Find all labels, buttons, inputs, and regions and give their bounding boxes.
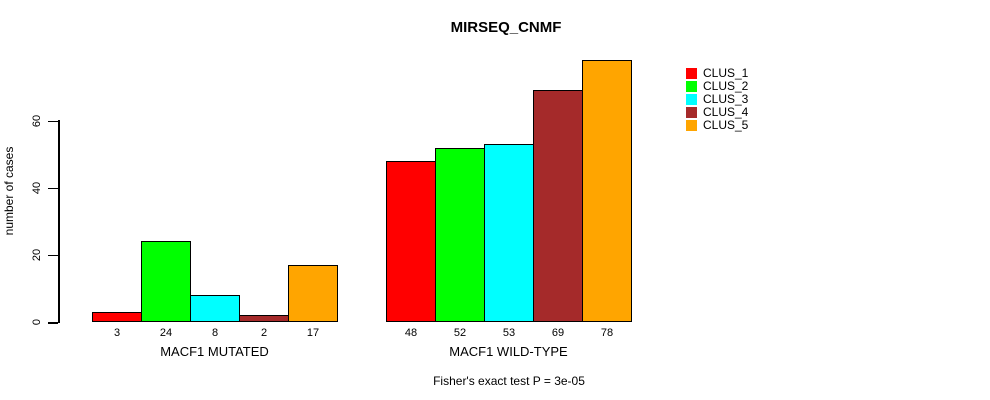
bar-value-label: 48	[404, 327, 418, 339]
bar-value-label: 17	[306, 327, 320, 339]
legend-label-clus_4: CLUS_4	[703, 105, 749, 119]
y-tick-label: 0	[31, 318, 43, 326]
x-axis-category-label: MACF1 MUTATED	[160, 344, 269, 359]
bar-clus_4-wildtype	[533, 90, 583, 322]
bar-value-label: 3	[113, 327, 121, 339]
y-tick-label: 60	[31, 114, 43, 127]
legend-swatch-clus_1	[686, 68, 697, 79]
bar-value-label: 8	[211, 327, 219, 339]
y-tick-mark	[48, 322, 58, 324]
bar-clus_1-mutated	[92, 312, 142, 322]
bar-clus_3-wildtype	[484, 144, 534, 322]
legend-swatch-clus_4	[686, 107, 697, 118]
y-tick-label: 20	[31, 248, 43, 262]
bar-clus_2-wildtype	[435, 148, 485, 322]
bar-value-label: 53	[502, 327, 516, 339]
bar-clus_4-mutated	[239, 315, 289, 322]
annotation-text: Fisher's exact test P = 3e-05	[433, 374, 585, 388]
legend-label-clus_3: CLUS_3	[703, 92, 749, 106]
bar-clus_5-mutated	[288, 265, 338, 322]
legend-label-clus_1: CLUS_1	[703, 66, 749, 80]
legend-label-clus_2: CLUS_2	[703, 79, 749, 93]
bar-clus_5-wildtype	[582, 60, 632, 322]
legend-swatch-clus_2	[686, 81, 697, 92]
y-tick-label: 40	[31, 181, 43, 194]
y-tick-mark	[48, 120, 58, 123]
bar-value-label: 52	[453, 327, 467, 339]
bar-value-label: 24	[159, 327, 173, 339]
y-tick-mark	[48, 187, 58, 190]
y-axis-label: number of cases	[2, 146, 16, 236]
bar-clus_2-mutated	[141, 241, 191, 322]
chart-title: MIRSEQ_CNMF	[450, 19, 562, 36]
bar-value-label: 69	[551, 327, 565, 339]
y-axis-line	[58, 120, 60, 323]
bar-value-label: 78	[600, 327, 614, 339]
bar-clus_1-wildtype	[386, 161, 436, 322]
legend-label-clus_5: CLUS_5	[703, 118, 749, 132]
legend-swatch-clus_5	[686, 120, 697, 131]
bar-value-label: 2	[260, 327, 268, 339]
y-tick-mark	[48, 254, 58, 257]
x-axis-category-label: MACF1 WILD-TYPE	[449, 344, 568, 359]
bar-clus_3-mutated	[190, 295, 240, 322]
legend-swatch-clus_3	[686, 94, 697, 105]
